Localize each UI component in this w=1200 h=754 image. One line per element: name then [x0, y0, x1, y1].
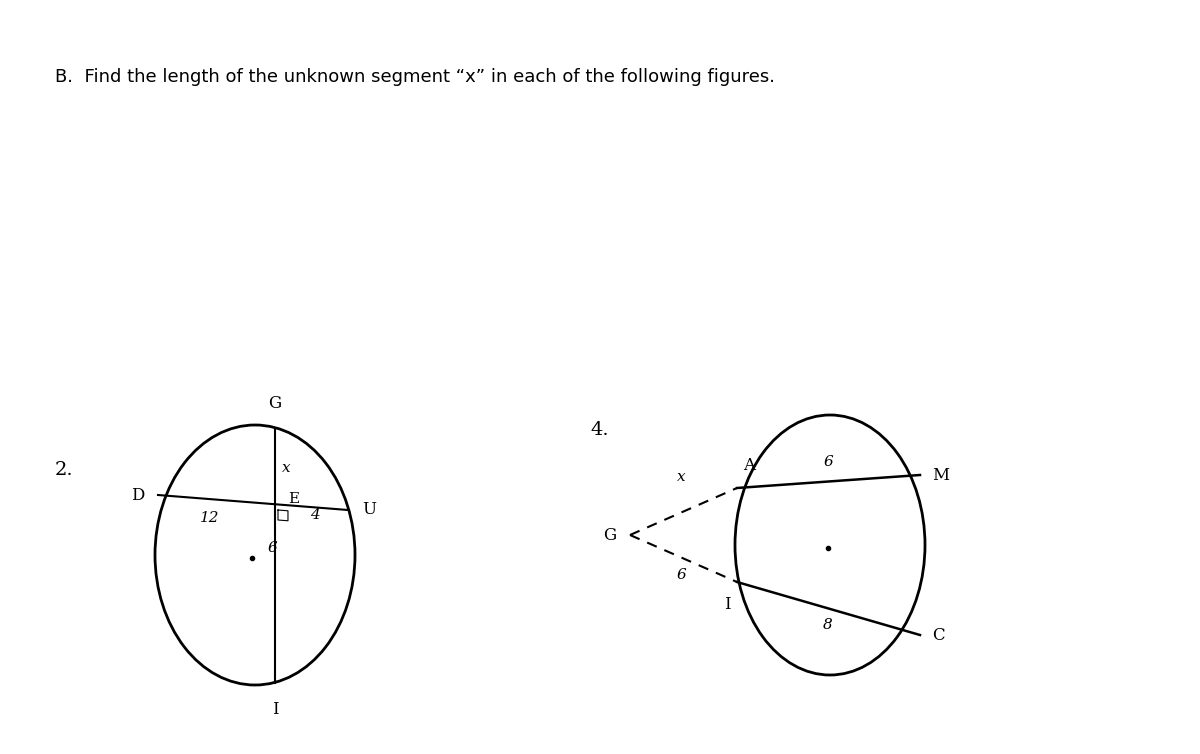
Text: x: x: [282, 461, 290, 475]
Text: 6: 6: [676, 568, 686, 582]
Text: 6: 6: [268, 541, 277, 555]
Text: E: E: [288, 492, 299, 506]
Text: M: M: [932, 467, 949, 483]
Text: G: G: [602, 526, 616, 544]
Text: x: x: [677, 470, 685, 484]
Text: 2.: 2.: [55, 461, 73, 479]
Text: I: I: [271, 701, 278, 718]
Text: C: C: [932, 627, 944, 643]
Text: A: A: [743, 457, 755, 474]
Text: 4.: 4.: [590, 421, 608, 439]
Text: B.  Find the length of the unknown segment “x” in each of the following figures.: B. Find the length of the unknown segmen…: [55, 68, 775, 86]
Text: U: U: [362, 501, 376, 519]
Text: 12: 12: [200, 511, 220, 525]
Text: D: D: [131, 486, 144, 504]
Text: G: G: [269, 395, 282, 412]
Text: 6: 6: [823, 455, 833, 469]
Text: 4: 4: [310, 508, 319, 522]
Text: 8: 8: [823, 618, 833, 632]
Text: I: I: [725, 596, 731, 613]
